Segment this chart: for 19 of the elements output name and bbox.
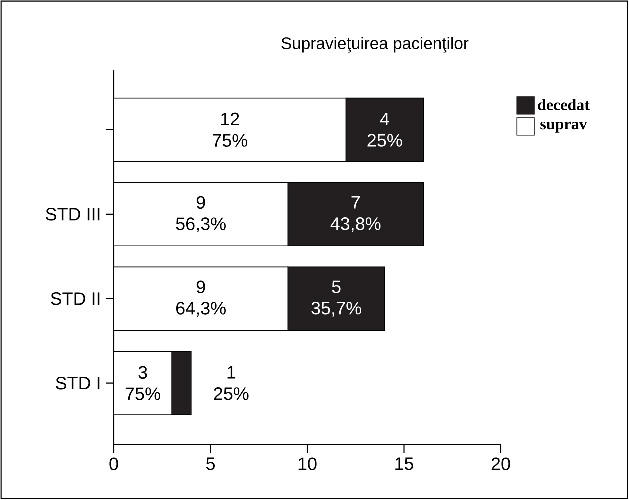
- x-tick-label: 20: [492, 458, 510, 470]
- legend-label: suprav: [540, 122, 588, 133]
- data-label: 12 75%: [213, 112, 248, 147]
- data-label: 5 35,7%: [312, 280, 362, 317]
- legend-label: decedat: [538, 99, 590, 110]
- x-tick-label: 10: [298, 458, 317, 470]
- x-tick-label: 5: [206, 458, 216, 470]
- data-label: 3 75%: [126, 366, 160, 400]
- y-tick-label: STD III: [46, 208, 100, 221]
- y-tick-label: STD II: [51, 292, 100, 306]
- data-label: 7 43,8%: [330, 196, 381, 232]
- x-tick-label: 0: [110, 458, 118, 470]
- x-tick-label: 15: [396, 458, 414, 470]
- data-label: 9 56,3%: [176, 196, 226, 233]
- y-tick-label: STD I: [56, 376, 100, 390]
- chart-title: Supravieţuirea pacienţilor: [282, 37, 469, 53]
- data-label: 1 25%: [214, 366, 249, 400]
- data-label: 9 64,3%: [176, 280, 226, 317]
- data-label: 4 25%: [368, 113, 402, 147]
